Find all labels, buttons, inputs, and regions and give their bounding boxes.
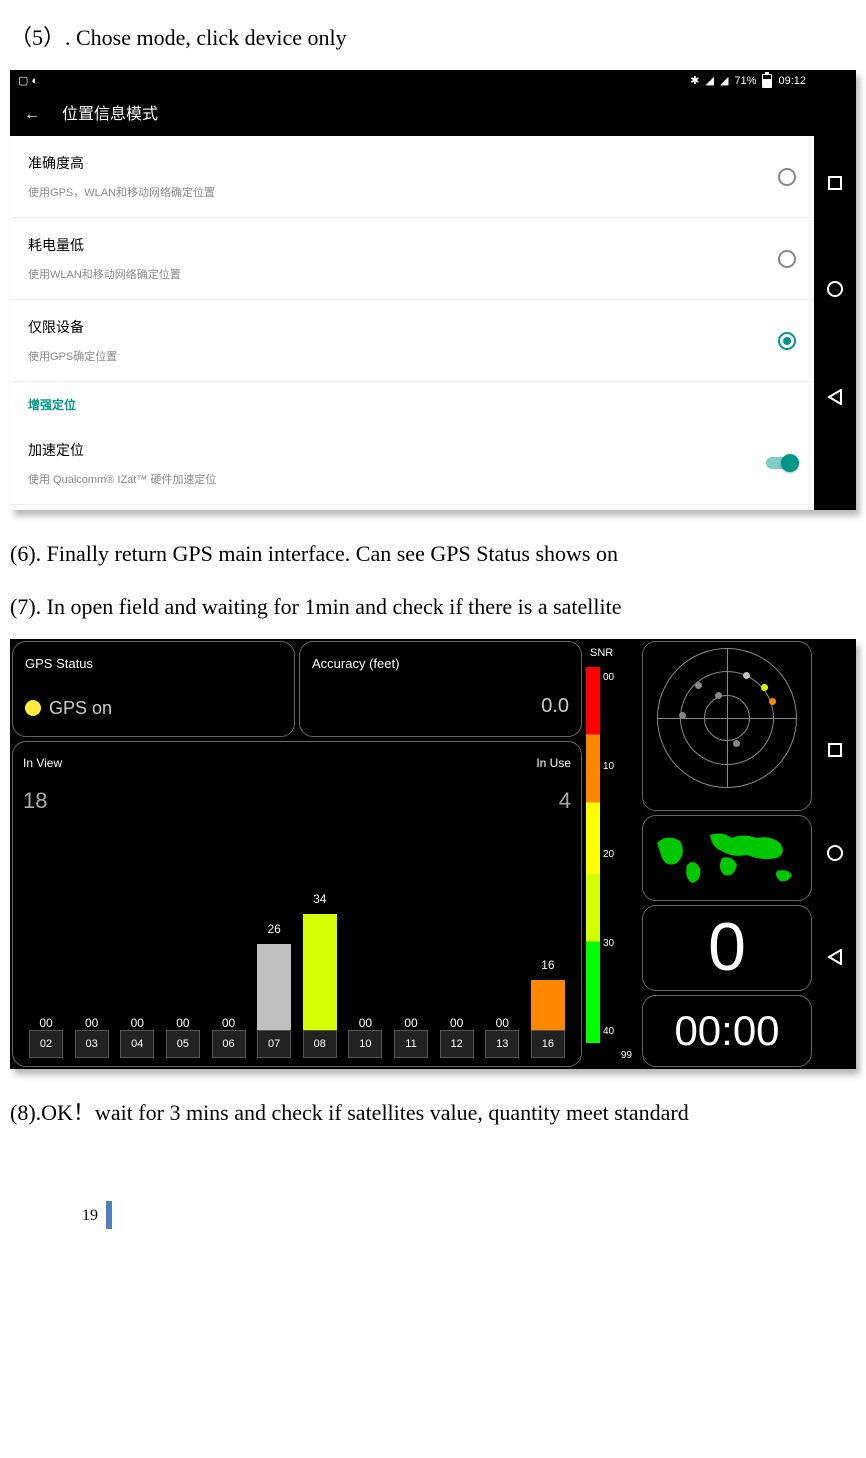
setting-subtitle: 使用GPS确定位置: [28, 345, 117, 369]
gps-status-label: GPS Status: [25, 650, 282, 679]
in-use-value: 4: [536, 777, 571, 825]
setting-row[interactable]: 耗电量低使用WLAN和移动网络确定位置: [10, 218, 814, 300]
bar-value: 34: [313, 886, 326, 912]
screenshot-settings: ▢ ◐ ✱ ◢ ◢ 71% 09:12 ← 位置信息模式 准确度高使用GPS，W…: [10, 70, 856, 510]
in-view-label: In View: [23, 750, 62, 776]
app-bar: ← 位置信息模式: [10, 92, 814, 136]
back-icon[interactable]: ←: [24, 97, 40, 132]
gps-status-value: GPS on: [49, 689, 112, 729]
bluetooth-icon: ✱: [690, 69, 699, 93]
accuracy-label: Accuracy (feet): [312, 650, 569, 679]
axis-label: 10: [348, 1030, 382, 1058]
setting-title: 准确度高: [28, 148, 215, 179]
satellite-chart[interactable]: In View 18 In Use 4 00000000002634000000…: [12, 741, 582, 1067]
axis-label: 12: [440, 1030, 474, 1058]
sky-axis-v: [727, 648, 728, 788]
bar-column: 26: [257, 916, 291, 1038]
axis-label: 11: [394, 1030, 428, 1058]
step-8: (8).OK！wait for 3 mins and check if sate…: [10, 1089, 856, 1137]
status-bar: ▢ ◐ ✱ ◢ ◢ 71% 09:12: [10, 70, 814, 92]
step-7: (7). In open field and waiting for 1min …: [10, 583, 856, 631]
setting-row-toggle[interactable]: 加速定位使用 Qualcomm® IZat™ 硬件加速定位: [10, 423, 814, 505]
in-use-label: In Use: [536, 750, 571, 776]
page-footer: 19: [10, 1198, 856, 1233]
timer-panel[interactable]: 00:00: [642, 995, 812, 1067]
axis-label: 04: [120, 1030, 154, 1058]
setting-subtitle: 使用GPS，WLAN和移动网络确定位置: [28, 181, 215, 205]
toggle-switch[interactable]: [766, 457, 796, 469]
battery-pct: 71%: [734, 69, 756, 93]
step-6: (6). Finally return GPS main interface. …: [10, 530, 856, 578]
snr-label: SNR: [586, 641, 638, 665]
axis-label: 07: [257, 1030, 291, 1058]
gps-status-panel[interactable]: GPS Status GPS on: [12, 641, 295, 737]
axis-label: 03: [75, 1030, 109, 1058]
axis-label: 05: [166, 1030, 200, 1058]
snr-tick: 00: [603, 667, 614, 689]
snr-bottom: 99: [586, 1045, 638, 1067]
radio-button[interactable]: [778, 332, 796, 350]
clock: 09:12: [778, 69, 806, 93]
axis-label: 06: [212, 1030, 246, 1058]
bar: [257, 944, 291, 1038]
battery-icon: [762, 74, 772, 88]
back-button[interactable]: [827, 389, 843, 405]
accuracy-panel[interactable]: Accuracy (feet) 0.0: [299, 641, 582, 737]
page-number: 19: [82, 1198, 98, 1233]
accuracy-value: 0.0: [312, 684, 569, 728]
bar-column: 16: [531, 952, 565, 1038]
bar: [303, 914, 337, 1038]
bar-column: 34: [303, 886, 337, 1038]
step-5: （5）. Chose mode, click device only: [10, 14, 856, 62]
home-button[interactable]: [827, 281, 843, 297]
system-navbar-2: [814, 639, 856, 1069]
snr-tick: 30: [603, 933, 614, 955]
back-button[interactable]: [827, 949, 843, 965]
timer-value: 00:00: [674, 985, 779, 1077]
radio-button[interactable]: [778, 168, 796, 186]
setting-row[interactable]: 仅限设备使用GPS确定位置: [10, 300, 814, 382]
setting-subtitle: 使用WLAN和移动网络确定位置: [28, 263, 181, 287]
footer-bar-icon: [106, 1201, 112, 1229]
snr-tick: 10: [603, 756, 614, 778]
status-dot-icon: [25, 700, 41, 716]
snr-legend: SNR 00 10 20 30 40 99: [586, 641, 638, 1067]
in-view-value: 18: [23, 777, 62, 825]
setting-title: 加速定位: [28, 435, 216, 466]
recents-button[interactable]: [828, 743, 842, 757]
setting-row[interactable]: 准确度高使用GPS，WLAN和移动网络确定位置: [10, 136, 814, 218]
snr-tick: 20: [603, 844, 614, 866]
axis-label: 13: [485, 1030, 519, 1058]
axis-label: 08: [303, 1030, 337, 1058]
axis-label: 02: [29, 1030, 63, 1058]
settings-list: 准确度高使用GPS，WLAN和移动网络确定位置耗电量低使用WLAN和移动网络确定…: [10, 136, 814, 510]
notif-icon: ◐: [31, 75, 38, 87]
setting-title: 耗电量低: [28, 230, 181, 261]
setting-title: 仅限设备: [28, 312, 117, 343]
system-navbar: [814, 70, 856, 510]
bar-value: 26: [267, 916, 280, 942]
screenshot-gps: GPS Status GPS on Accuracy (feet) 0.0 In…: [10, 639, 856, 1069]
signal-icon: ◢: [706, 69, 714, 93]
section-header: 增强定位: [10, 382, 814, 422]
sky-plot[interactable]: [642, 641, 812, 811]
radio-button[interactable]: [778, 250, 796, 268]
home-button[interactable]: [827, 845, 843, 861]
status-left: ▢ ◐: [18, 69, 38, 93]
recents-button[interactable]: [828, 176, 842, 190]
snr-gradient: [586, 667, 600, 1043]
bar-value: 16: [541, 952, 554, 978]
setting-subtitle: 使用 Qualcomm® IZat™ 硬件加速定位: [28, 468, 216, 492]
snr-tick: 40: [603, 1021, 614, 1043]
signal-icon-2: ◢: [720, 69, 728, 93]
screenshot-icon: ▢: [18, 75, 28, 87]
axis-label: 16: [531, 1030, 565, 1058]
fix-count-panel[interactable]: 0: [642, 905, 812, 991]
app-title: 位置信息模式: [62, 97, 158, 132]
